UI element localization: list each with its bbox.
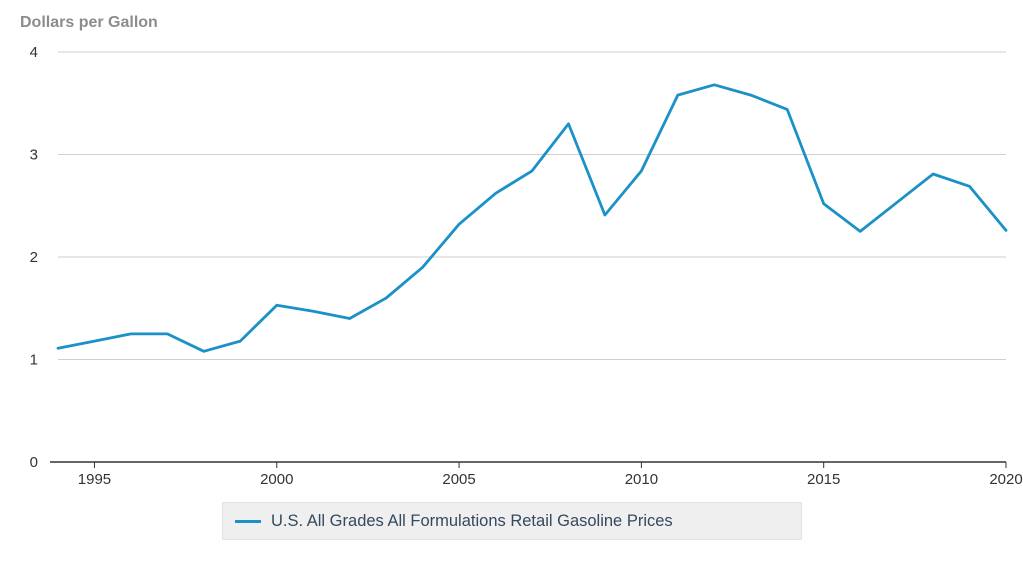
- data-point-2010[interactable]: [635, 165, 647, 177]
- y-axis-title: Dollars per Gallon: [20, 14, 158, 31]
- y-tick-label: 2: [30, 249, 38, 266]
- data-point-2002[interactable]: [344, 313, 356, 325]
- data-point-2020[interactable]: [1000, 224, 1012, 236]
- data-point-2004[interactable]: [417, 261, 429, 273]
- data-point-1997[interactable]: [161, 328, 173, 340]
- data-point-2008[interactable]: [562, 118, 574, 130]
- y-tick-label: 0: [30, 454, 38, 471]
- gridlines: [50, 51, 1006, 463]
- data-point-2001[interactable]: [307, 305, 319, 317]
- data-point-2009[interactable]: [599, 209, 611, 221]
- data-point-1999[interactable]: [234, 335, 246, 347]
- x-tick-label: 2005: [442, 471, 475, 488]
- data-point-2012[interactable]: [708, 79, 720, 91]
- data-point-2005[interactable]: [453, 218, 465, 230]
- x-tick-labels: 1995 2000 2005 2010 2015 2020: [78, 462, 1023, 488]
- data-point-2003[interactable]: [380, 292, 392, 304]
- data-point-2016[interactable]: [854, 225, 866, 237]
- data-point-1994[interactable]: [52, 342, 64, 354]
- data-point-2006[interactable]: [490, 187, 502, 199]
- data-point-2011[interactable]: [672, 89, 684, 101]
- x-tick-label: 2010: [625, 471, 658, 488]
- data-point-2018[interactable]: [927, 168, 939, 180]
- y-tick-labels: 0 1 2 3 4: [30, 44, 38, 471]
- x-tick-label: 2020: [989, 471, 1022, 488]
- data-point-2007[interactable]: [526, 165, 538, 177]
- x-tick-label: 2000: [260, 471, 293, 488]
- data-point-2013[interactable]: [745, 89, 757, 101]
- data-point-1995[interactable]: [88, 335, 100, 347]
- data-point-2000[interactable]: [271, 299, 283, 311]
- data-point-2014[interactable]: [781, 103, 793, 115]
- legend-label-series-1[interactable]: U.S. All Grades All Formulations Retail …: [271, 511, 673, 530]
- legend[interactable]: U.S. All Grades All Formulations Retail …: [222, 502, 802, 540]
- y-tick-label: 4: [30, 44, 38, 61]
- data-point-1996[interactable]: [125, 328, 137, 340]
- y-tick-label: 3: [30, 147, 38, 164]
- x-tick-label: 1995: [78, 471, 111, 488]
- series-line-1[interactable]: [56, 83, 1008, 353]
- data-point-1998[interactable]: [198, 345, 210, 357]
- series-layer: [52, 79, 1012, 357]
- data-point-2017[interactable]: [891, 197, 903, 209]
- y-tick-label: 1: [30, 352, 38, 369]
- data-point-2015[interactable]: [818, 198, 830, 210]
- data-point-2019[interactable]: [964, 180, 976, 192]
- legend-swatch: [235, 519, 261, 523]
- x-tick-label: 2015: [807, 471, 840, 488]
